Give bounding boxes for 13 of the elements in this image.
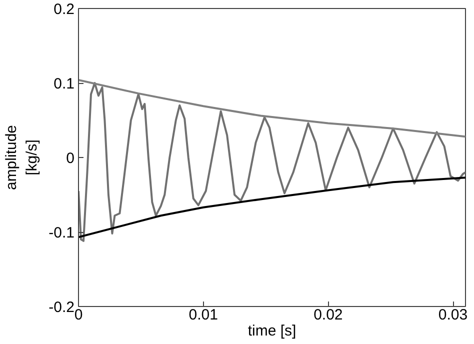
line-series [78,79,466,138]
x-axis-title: time [s] [248,322,296,340]
x-tick-label: 0.01 [188,306,218,324]
line-series [78,176,466,238]
line-series [78,82,466,242]
y-tick-label: 0.2 [54,1,75,18]
y-tick-label: -0.2 [48,299,75,316]
y-tick-label: 0 [66,150,74,167]
y-tick-label: -0.1 [48,224,75,242]
y-tick-label: 0.1 [54,76,75,92]
x-tick-label: 0.02 [314,306,343,324]
y-axis-title: amplitude [kg/s] [3,124,41,190]
x-tick-label: 0.03 [438,306,468,324]
